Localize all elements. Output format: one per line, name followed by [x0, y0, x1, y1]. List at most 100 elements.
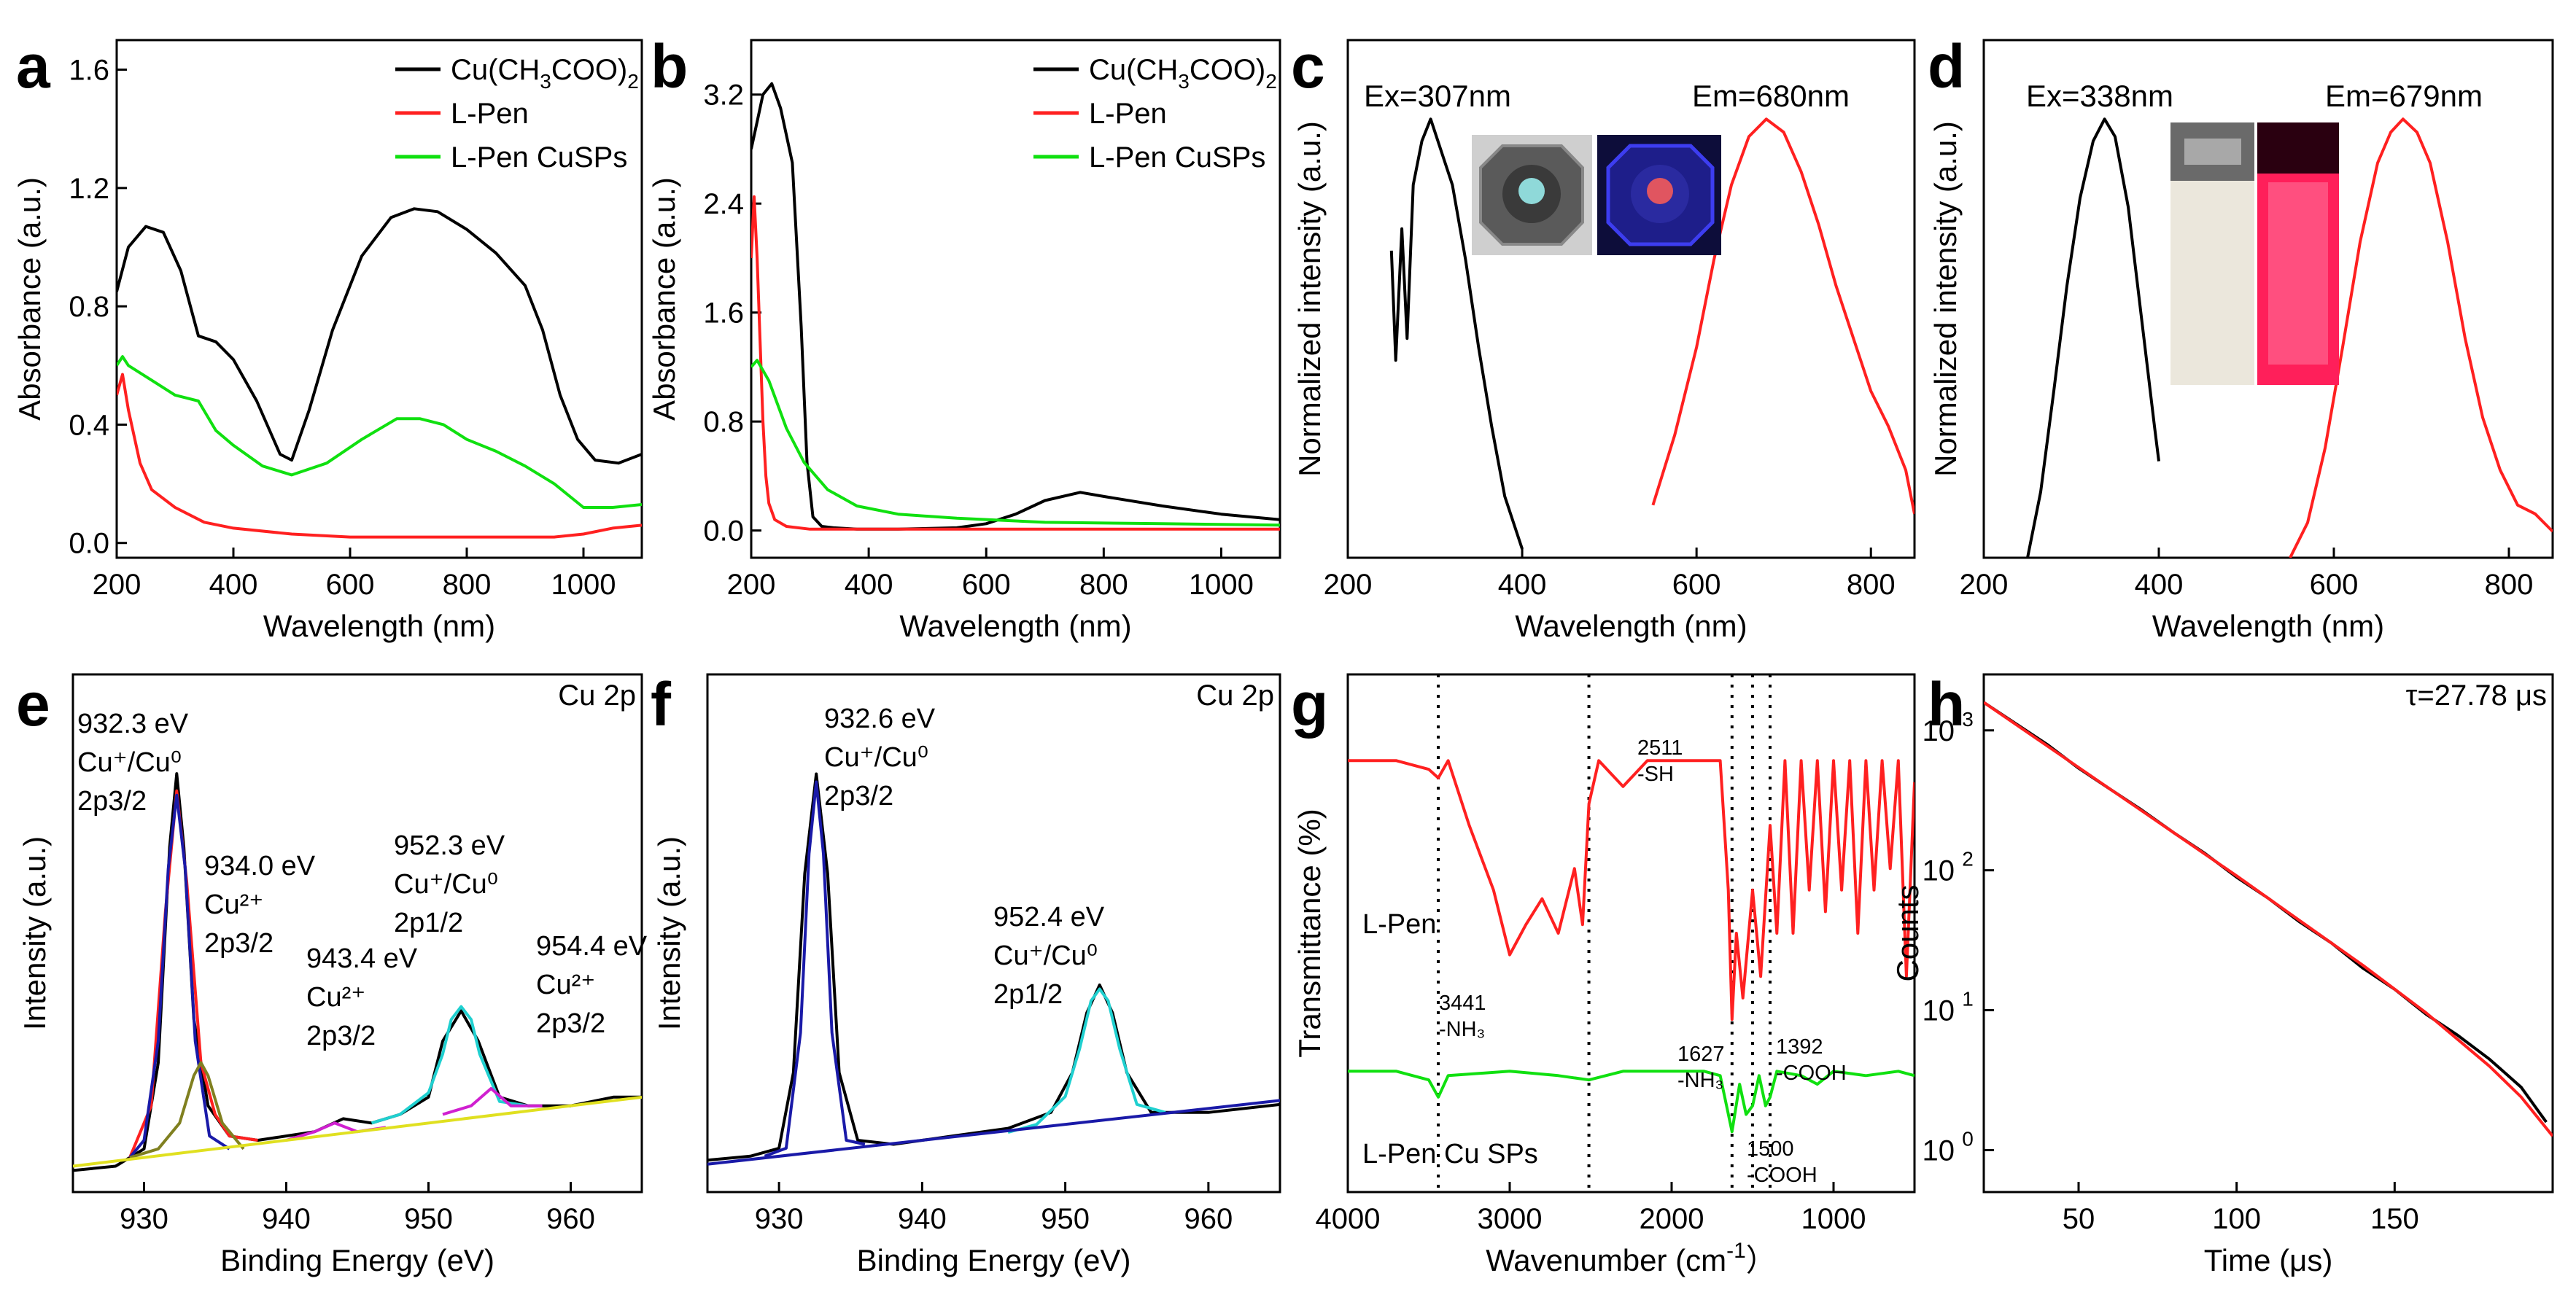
- band-annotation: 2511: [1637, 736, 1683, 760]
- x-axis-title: Wavelength (nm): [2152, 609, 2384, 643]
- panel-letter: g: [1291, 670, 1328, 739]
- x-axis-title: Binding Energy (eV): [857, 1243, 1131, 1277]
- x-axis-title: Wavelength (nm): [899, 609, 1131, 643]
- series-line-5: [371, 1005, 529, 1125]
- plot-frame: [115, 39, 643, 559]
- x-tick-label: 930: [120, 1203, 168, 1235]
- peak-annotation: Cu²⁺: [536, 970, 595, 1000]
- corner-label: Cu 2p: [558, 680, 636, 712]
- x-tick-label: 940: [898, 1203, 947, 1235]
- y-tick-label: 1.6: [69, 55, 109, 87]
- peak-annotation: Cu²⁺: [306, 982, 365, 1013]
- x-tick-label: 800: [443, 569, 492, 601]
- panel-b: 200 400 600 800 1000 0.0 0.8 1.6 2.4 3.2 Wavelengt…: [647, 32, 1281, 643]
- series-line-3: [129, 1061, 245, 1159]
- x-tick-label: 800: [1847, 569, 1896, 601]
- excitation-label: Ex=338nm: [2026, 79, 2173, 113]
- corner-label: Cu 2p: [1196, 680, 1274, 712]
- peak-annotation: 952.4 eV: [993, 902, 1105, 933]
- lifetime-label: τ=27.78 μs: [2406, 680, 2547, 712]
- x-tick-label: 950: [1041, 1203, 1090, 1235]
- panel-d: 200 400 600 800 Wavelength (nm) Normalized in…: [1928, 32, 2554, 643]
- series-line-0: [1389, 117, 1524, 550]
- plot-frame: [1346, 39, 1916, 559]
- series-line-3: [707, 1099, 1280, 1166]
- legend-label: Cu(CH3COO)2: [451, 54, 639, 93]
- y-axis-title: Transmittance (%): [1292, 809, 1327, 1058]
- legend-label: L-Pen: [1089, 98, 1167, 130]
- y-tick-label: 3.2: [703, 79, 744, 112]
- peak-annotation: Cu⁺/Cu⁰: [77, 747, 182, 778]
- x-tick-label: 1000: [1801, 1203, 1866, 1235]
- series-line-0: [1348, 759, 1914, 1021]
- plot-frame: [1982, 39, 2554, 559]
- y-axis-title: Normalized intensity (a.u.): [1292, 121, 1327, 477]
- peak-annotation: Cu⁺/Cu⁰: [993, 941, 1098, 971]
- panel-f: 930 940 950 960 Binding Energy (eV) Intensity…: [651, 670, 1281, 1277]
- peak-annotation: 2p3/2: [77, 786, 147, 817]
- peak-annotation: 954.4 eV: [536, 931, 648, 962]
- y-tick-label: 2.4: [703, 188, 744, 220]
- series-line-1: [117, 373, 642, 539]
- peak-annotation: 2p3/2: [824, 781, 893, 811]
- x-tick-label: 4000: [1316, 1203, 1381, 1235]
- x-tick-label: 200: [93, 569, 141, 601]
- panel-letter: d: [1928, 32, 1965, 101]
- band-annotation: 1392: [1776, 1035, 1823, 1059]
- peak-annotation: 2p1/2: [993, 979, 1063, 1010]
- plot-frame: [706, 673, 1281, 1194]
- series-group: [117, 207, 642, 539]
- x-tick-label: 400: [209, 569, 258, 601]
- x-tick-label: 100: [2212, 1203, 2261, 1235]
- sample-spot: [1518, 178, 1545, 204]
- y-axis-title: Counts: [1890, 884, 1925, 981]
- x-axis-title: Wavelength (nm): [263, 609, 495, 643]
- series-line-1: [1651, 117, 1914, 515]
- peak-annotation: 932.6 eV: [824, 704, 936, 734]
- peak-annotation: 932.3 eV: [77, 709, 189, 739]
- y-axis-title: Absorbance (a.u.): [647, 177, 681, 421]
- band-annotation: 1627: [1677, 1043, 1725, 1066]
- peak-annotation: Cu²⁺: [204, 889, 263, 920]
- emission-label: Em=680nm: [1692, 79, 1850, 113]
- x-tick-label: 3000: [1478, 1203, 1543, 1235]
- panel-letter: b: [651, 32, 688, 101]
- band-annotation: -NH₃: [1439, 1018, 1485, 1041]
- series-line-2: [117, 355, 642, 509]
- sample-spot: [1647, 178, 1673, 204]
- panel-e: 930 940 950 960 Binding Energy (eV) Intensity…: [16, 670, 648, 1277]
- series-group: [73, 772, 642, 1172]
- x-tick-label: 200: [1960, 569, 2009, 601]
- y-tick-label: 1.2: [69, 173, 109, 205]
- band-annotation: 1500: [1747, 1137, 1794, 1161]
- series-line-0: [2026, 117, 2160, 558]
- panel-c: 200 400 600 800 Wavelength (nm) Normalized in…: [1291, 32, 1916, 643]
- plot-frame: [750, 39, 1281, 559]
- series-line-1: [751, 195, 1280, 531]
- series-line-0: [1984, 701, 2548, 1124]
- y-tick-exponent: 1: [1962, 988, 1974, 1011]
- x-tick-label: 940: [262, 1203, 311, 1235]
- y-tick-label: 10: [1923, 995, 1955, 1027]
- x-axis-title: Wavenumber (cm-1）: [1486, 1239, 1777, 1277]
- series-line-2: [128, 793, 230, 1159]
- x-tick-label: 2000: [1640, 1203, 1704, 1235]
- peak-annotation: 2p3/2: [306, 1021, 376, 1051]
- y-axis-title: Intensity (a.u.): [18, 836, 52, 1030]
- peak-annotation: Cu⁺/Cu⁰: [394, 869, 498, 900]
- plot-frame: [1346, 673, 1916, 1194]
- x-tick-label: 1000: [551, 569, 616, 601]
- y-tick-label: 0.8: [703, 406, 744, 438]
- y-tick-exponent: 2: [1962, 848, 1974, 871]
- series-group: [1348, 759, 1914, 1134]
- x-tick-label: 200: [1324, 569, 1373, 601]
- panel-g: 4000 3000 2000 1000 Wavenumber (cm-1） Transmi…: [1291, 670, 1916, 1277]
- y-tick-label: 10: [1923, 1134, 1955, 1167]
- peak-annotation: Cu⁺/Cu⁰: [824, 742, 928, 773]
- y-tick-label: 10: [1923, 855, 1955, 887]
- panel-letter: e: [16, 670, 50, 739]
- band-annotation: -COOH: [1747, 1164, 1817, 1187]
- panel-letter: a: [16, 32, 51, 101]
